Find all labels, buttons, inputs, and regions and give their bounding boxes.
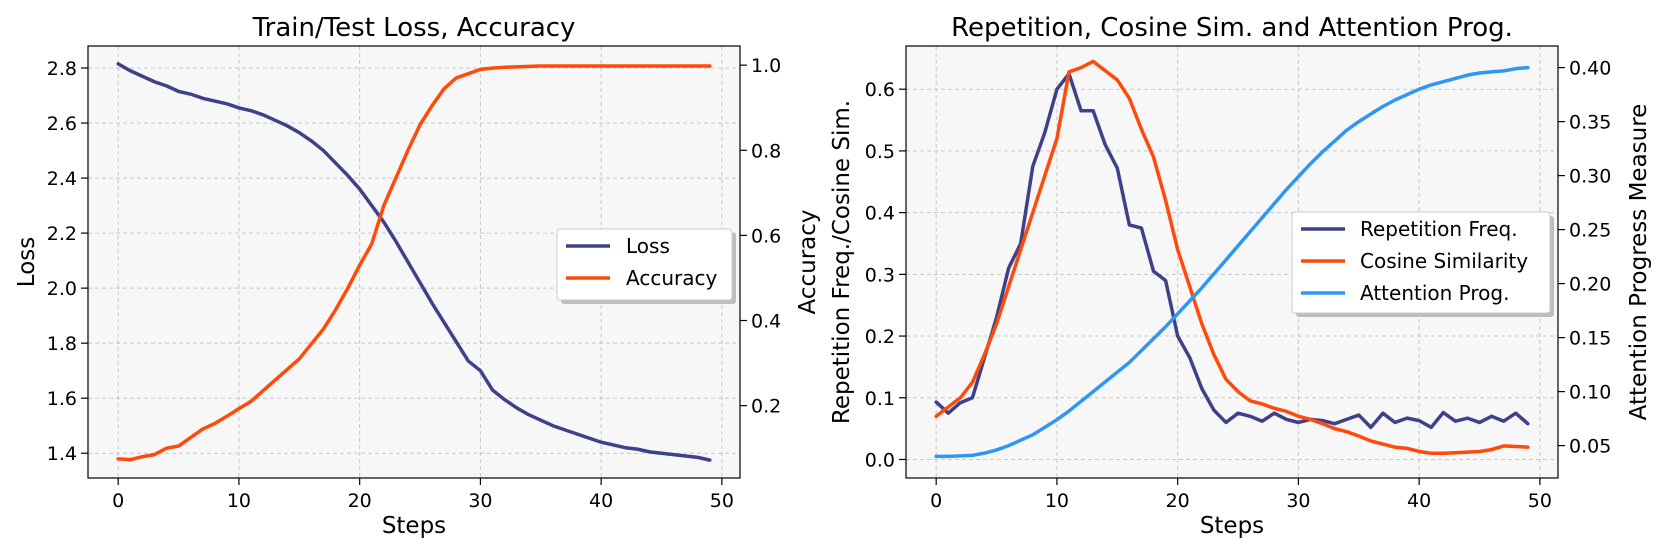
y-tick-label-right: 0.8 <box>751 140 781 162</box>
y-axis-label-left: Repetition Freq./Cosine Sim. <box>829 100 855 424</box>
y-tick-label-right: 0.25 <box>1569 220 1611 242</box>
x-tick-label: 40 <box>1407 490 1431 512</box>
y-tick-label-left: 0.6 <box>865 79 895 101</box>
y-tick-label-right: 1.0 <box>751 55 781 77</box>
x-tick-label: 30 <box>1286 490 1310 512</box>
legend: Repetition Freq. Cosine Similarity Atten… <box>1291 211 1554 317</box>
x-ticks: 0 10 20 30 40 50 <box>930 478 1552 512</box>
y-tick-label-left: 1.4 <box>47 443 77 465</box>
plot-frame <box>87 45 741 479</box>
x-tick-label: 0 <box>930 490 942 512</box>
series-lines <box>934 59 1530 459</box>
y-tick-label-right: 0.4 <box>751 311 781 333</box>
y-tick-label-right: 0.15 <box>1569 328 1611 350</box>
y-tick-label-left: 2.2 <box>47 223 77 245</box>
x-tick-label: 20 <box>348 490 372 512</box>
y-tick-label-left: 0.4 <box>865 203 895 225</box>
y-tick-label-left: 2.4 <box>47 168 77 190</box>
legend-label-repetition: Repetition Freq. <box>1360 217 1518 241</box>
x-tick-label: 10 <box>1045 490 1069 512</box>
y-tick-label-right: 0.6 <box>751 225 781 247</box>
y-tick-label-right: 0.2 <box>751 396 781 418</box>
legend-label-loss: Loss <box>626 234 670 258</box>
x-ticks: 0 10 20 30 40 50 <box>112 478 734 512</box>
x-axis-label: Steps <box>382 513 446 539</box>
x-tick-label: 30 <box>468 490 492 512</box>
y-axis-label-left: Loss <box>14 237 40 287</box>
series-line-accuracy <box>116 64 712 462</box>
y-tick-label-left: 1.6 <box>47 388 77 410</box>
y-tick-label-left: 0.3 <box>865 264 895 286</box>
series-line-cosine <box>934 59 1530 456</box>
y-ticks-right: 0.2 0.4 0.6 0.8 1.0 <box>740 55 781 418</box>
y-tick-label-left: 0.2 <box>865 326 895 348</box>
x-axis-label: Steps <box>1200 513 1264 539</box>
y-ticks-left: 1.4 1.6 1.8 2.0 2.2 2.4 2.6 2.8 <box>47 58 88 465</box>
y-tick-label-left: 2.0 <box>47 278 77 300</box>
y-tick-label-left: 2.8 <box>47 58 77 80</box>
y-tick-label-left: 0.1 <box>865 388 895 410</box>
x-tick-label: 50 <box>1528 490 1552 512</box>
y-tick-label-right: 0.20 <box>1569 274 1611 296</box>
y-axis-label-right: Attention Progress Measure <box>1626 104 1652 421</box>
series-line-loss <box>116 62 712 462</box>
y-tick-label-left: 0.0 <box>865 449 895 471</box>
y-ticks-right: 0.05 0.10 0.15 0.20 0.25 0.30 0.35 0.40 <box>1558 58 1611 458</box>
legend: Loss Accuracy <box>556 228 736 304</box>
legend-label-cosine: Cosine Similarity <box>1360 249 1528 273</box>
x-tick-label: 20 <box>1166 490 1190 512</box>
legend-label-accuracy: Accuracy <box>626 266 717 290</box>
x-tick-label: 50 <box>710 490 734 512</box>
y-tick-label-left: 1.8 <box>47 333 77 355</box>
y-tick-label-right: 0.05 <box>1569 436 1611 458</box>
y-tick-label-left: 2.6 <box>47 113 77 135</box>
legend-box <box>1291 211 1551 314</box>
y-tick-label-left: 0.5 <box>865 141 895 163</box>
series-line-repetition <box>934 72 1530 430</box>
series-line-attention <box>934 65 1530 459</box>
x-tick-label: 10 <box>227 490 251 512</box>
grid-lines <box>88 46 740 478</box>
y-ticks-left: 0.0 0.1 0.2 0.3 0.4 0.5 0.6 <box>865 79 906 471</box>
x-tick-label: 40 <box>589 490 613 512</box>
y-tick-label-right: 0.10 <box>1569 382 1611 404</box>
legend-label-attention: Attention Prog. <box>1360 281 1509 305</box>
chart-title: Repetition, Cosine Sim. and Attention Pr… <box>951 13 1513 43</box>
y-tick-label-right: 0.35 <box>1569 112 1611 134</box>
x-tick-label: 0 <box>112 490 124 512</box>
series-lines <box>116 62 712 462</box>
y-axis-label-right: Accuracy <box>795 209 821 314</box>
plot-frame <box>905 45 1559 479</box>
y-tick-label-right: 0.40 <box>1569 58 1611 80</box>
chart-loss-accuracy: 0 10 20 30 40 50 1.4 1.6 1.8 2.0 2.2 2.4 2.6 2.8 0.2… <box>14 13 821 539</box>
chart-title: Train/Test Loss, Accuracy <box>252 13 576 43</box>
grid-lines <box>906 46 1558 478</box>
y-tick-label-right: 0.30 <box>1569 166 1611 188</box>
chart-repetition-cosine-attention: 0 10 20 30 40 50 0.00.10.20.30.40.50.6 0.050.… <box>829 13 1652 539</box>
